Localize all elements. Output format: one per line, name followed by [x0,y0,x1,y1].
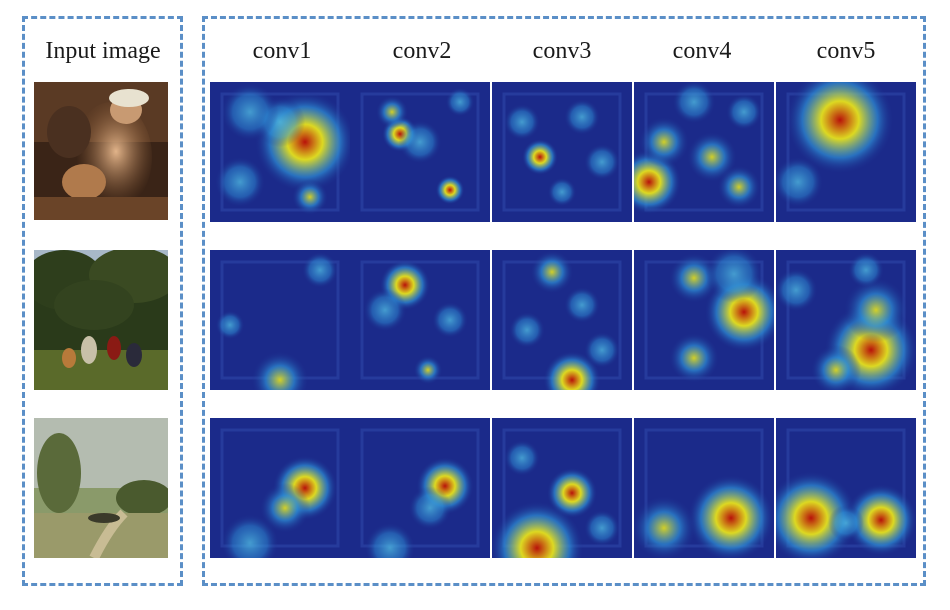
conv3-header: conv3 [532,38,592,64]
heatmap-r1-conv2 [350,82,490,222]
heatmap-r3-conv2 [350,418,490,558]
activation-blob [530,250,574,294]
input-image-header: Input image [45,38,161,64]
heatmap-r3-conv3 [492,418,632,558]
activation-blob [776,156,824,208]
activation-blob [705,250,763,303]
activation-blob [492,501,584,558]
activation-blob [215,310,245,340]
heatmap-frame [220,428,340,548]
activation-blob [413,355,443,385]
conv5-header: conv5 [816,38,876,64]
heatmap-r2-conv2 [350,250,490,390]
heatmap-r1-conv4 [634,82,774,222]
heatmap-r2-conv3 [492,250,632,390]
activation-blob [214,156,266,208]
activation-blob [845,484,916,556]
heatmap-r1-conv5 [776,82,916,222]
activation-blob [302,252,338,288]
activation-blob [435,175,465,205]
activation-blob [786,82,894,174]
activation-blob [828,505,864,541]
conv2-header: conv2 [392,38,452,64]
activation-blob [717,165,761,209]
activation-blob [726,94,762,130]
activation-blob [504,440,540,476]
activation-blob [292,179,328,215]
activation-blob [522,139,558,175]
input-image-1 [34,82,168,220]
activation-blob [504,104,540,140]
heatmap-r2-conv4 [634,250,774,390]
heatmap-r3-conv5 [776,418,916,558]
activation-maps-panel [202,16,926,586]
input-images-panel [22,16,183,586]
heatmap-frame [360,92,480,212]
activation-blob [686,131,738,183]
heatmap-r1-conv3 [492,82,632,222]
heatmap-r2-conv5 [776,250,916,390]
activation-blob [668,332,720,384]
activation-blob [547,177,577,207]
input-image-3 [34,418,168,558]
heatmap-r3-conv1 [210,418,350,558]
heatmap-frame [360,428,480,548]
activation-blob [408,486,452,530]
activation-blob [259,482,311,534]
heatmap-frame [502,92,622,212]
activation-blob [672,82,716,124]
conv4-header: conv4 [672,38,732,64]
activation-blob [251,351,309,390]
conv1-header: conv1 [252,38,312,64]
activation-blob [810,344,862,390]
heatmap-r3-conv4 [634,418,774,558]
activation-blob [445,87,475,117]
heatmap-r2-conv1 [210,250,350,390]
activation-blob [375,95,409,129]
activation-blob [848,252,884,288]
activation-blob [221,83,279,141]
activation-blob [634,495,697,558]
activation-blob [221,514,279,558]
activation-blob [509,312,545,348]
activation-blob [546,467,598,519]
activation-blob [564,287,600,323]
input-image-2 [34,250,168,390]
activation-blob [364,522,416,558]
heatmap-r1-conv1 [210,82,350,222]
activation-blob [398,120,442,164]
activation-blob [564,99,600,135]
activation-blob [584,510,620,546]
activation-blob [543,351,601,390]
activation-blob [584,144,620,180]
activation-blob [687,474,774,558]
activation-blob [843,277,909,343]
activation-blob [638,116,690,168]
activation-blob [584,332,620,368]
activation-blob [432,302,468,338]
activation-blob [776,268,818,312]
activation-blob [363,288,407,332]
